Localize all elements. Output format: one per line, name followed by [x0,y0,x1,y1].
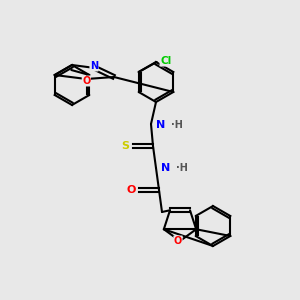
Text: O: O [174,236,182,246]
Text: Cl: Cl [160,56,171,66]
Text: ·H: ·H [171,120,183,130]
Text: N: N [90,61,98,71]
Text: O: O [82,76,91,86]
Text: O: O [126,185,136,195]
Text: ·H: ·H [176,163,188,173]
Text: N: N [156,120,166,130]
Text: N: N [161,163,171,173]
Text: S: S [121,141,129,151]
